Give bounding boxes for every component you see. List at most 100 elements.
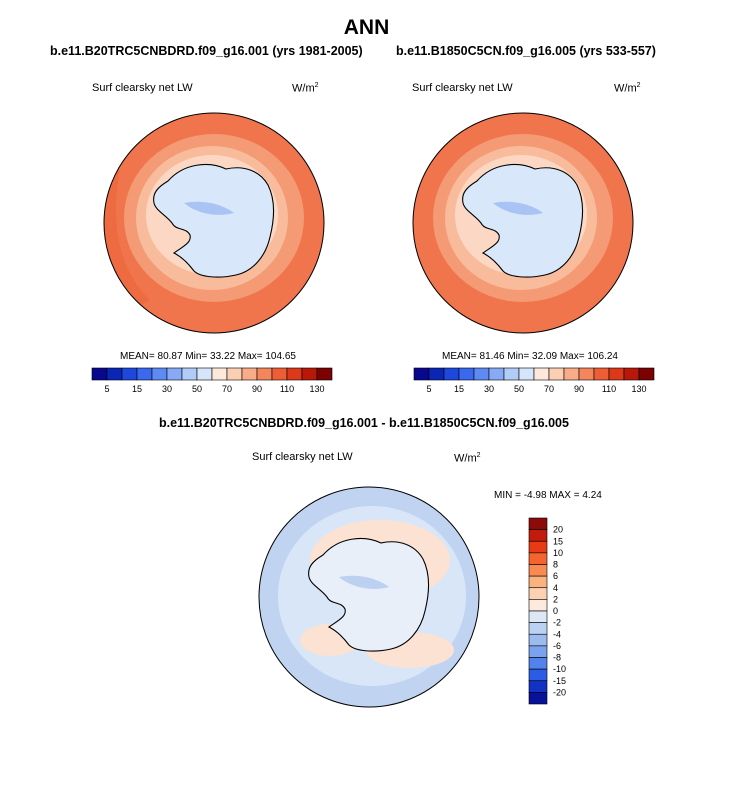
colorbar-panel-2-tick-label: 50 — [514, 384, 524, 394]
colorbar-panel-2-tick-label: 5 — [426, 384, 431, 394]
panel-2-variable: Surf clearsky net LW — [412, 82, 513, 94]
colorbar-diff-tick-label: 0 — [553, 606, 558, 616]
diff-stats: MIN = -4.98 MAX = 4.24 — [494, 490, 602, 501]
colorbar-panel-1-tick-label: 110 — [280, 384, 294, 394]
colorbar-panel-1-tick-label: 70 — [222, 384, 232, 394]
colorbar-panel-2-swatch — [518, 367, 535, 381]
panel-2-stats: MEAN= 81.46 Min= 32.09 Max= 106.24 — [442, 351, 618, 362]
map-panel-2-border — [412, 112, 634, 334]
colorbar-panel-2-swatch — [458, 367, 475, 381]
panel-2-case-title: b.e11.B1850C5CN.f09_g16.005 (yrs 533-557… — [396, 44, 656, 58]
colorbar-diff-tick-label: 10 — [553, 548, 563, 558]
colorbar-panel-1-swatch — [121, 367, 138, 381]
colorbar-diff-swatch — [528, 680, 548, 693]
colorbar-diff-swatch — [528, 575, 548, 589]
colorbar-diff-swatch — [528, 529, 548, 542]
colorbar-panel-2-swatch — [443, 367, 460, 381]
colorbar-diff-tick-label: 4 — [553, 583, 558, 593]
colorbar-diff-swatch — [528, 517, 548, 530]
colorbar-panel-2-swatch — [488, 367, 505, 381]
map-panel-1 — [104, 113, 324, 333]
panel-1-units: W/m2 — [292, 82, 319, 95]
colorbar-panel-1-swatch — [136, 367, 153, 381]
colorbar-diff-swatch — [528, 668, 548, 682]
map-panel-1-border — [103, 112, 325, 334]
colorbar-panel-2-swatch — [608, 367, 625, 381]
colorbar-panel-1-swatch — [241, 367, 258, 381]
map-diff — [259, 487, 479, 707]
colorbar-panel-1-swatch — [196, 367, 213, 381]
colorbar-diff-swatch — [528, 645, 548, 658]
colorbar-panel-2-swatch — [533, 367, 550, 381]
colorbar-diff-tick-label: -6 — [553, 641, 561, 651]
colorbar-panel-1-swatch — [166, 367, 183, 381]
diff-units: W/m2 — [454, 452, 481, 465]
diff-variable: Surf clearsky net LW — [252, 451, 353, 463]
colorbar-diff-swatch — [528, 599, 548, 612]
colorbar-diff-tick-label: 6 — [553, 571, 558, 581]
colorbar-diff-tick-label: -8 — [553, 653, 561, 663]
colorbar-diff-swatch — [528, 610, 548, 623]
colorbar-panel-1: 5 15 30 50 70 90 110 130 — [91, 367, 333, 394]
colorbar-panel-1-swatch — [301, 367, 318, 381]
colorbar-diff-tick-label: 8 — [553, 560, 558, 570]
colorbar-panel-2-swatch — [503, 367, 520, 381]
colorbar-diff-swatch — [528, 692, 548, 705]
colorbar-panel-2-tick-label: 15 — [454, 384, 464, 394]
colorbar-panel-1-swatch — [151, 367, 168, 381]
colorbar-panel-1-tick-label: 15 — [132, 384, 142, 394]
panel-1-case-title: b.e11.B20TRC5CNBDRD.f09_g16.001 (yrs 198… — [50, 44, 363, 58]
colorbar-panel-2-tick-label: 110 — [602, 384, 616, 394]
colorbar-panel-2-swatch — [578, 367, 595, 381]
colorbar-panel-2-swatch — [563, 367, 580, 381]
colorbar-panel-1-swatch — [271, 367, 288, 381]
colorbar-diff-swatch — [528, 564, 548, 577]
colorbar-panel-1-tick-label: 50 — [192, 384, 202, 394]
map-panel-2 — [413, 113, 633, 333]
colorbar-panel-1-swatch — [91, 367, 108, 381]
colorbar-panel-2-tick-label: 30 — [484, 384, 494, 394]
colorbar-panel-1-swatch — [316, 367, 333, 381]
colorbar-panel-2-swatch — [473, 367, 490, 381]
panel-1-stats: MEAN= 80.87 Min= 33.22 Max= 104.65 — [120, 351, 296, 362]
colorbar-diff-tick-label: -2 — [553, 618, 561, 628]
panel-2-units: W/m2 — [614, 82, 641, 95]
colorbar-diff-tick-label: -10 — [553, 664, 566, 674]
colorbar-panel-1-tick-label: 5 — [104, 384, 109, 394]
colorbar-panel-1-swatch — [226, 367, 243, 381]
colorbar-panel-1-swatch — [286, 367, 303, 381]
colorbar-panel-2-swatch — [638, 367, 655, 381]
colorbar-panel-1-tick-label: 90 — [252, 384, 262, 394]
colorbar-panel-1-tick-label: 130 — [309, 384, 324, 394]
colorbar-panel-2-swatch — [428, 367, 445, 381]
colorbar-panel-1-swatch — [181, 367, 198, 381]
colorbar-panel-2-tick-label: 90 — [574, 384, 584, 394]
colorbar-diff-swatch — [528, 622, 548, 635]
colorbar-panel-2-tick-label: 70 — [544, 384, 554, 394]
colorbar-diff-swatch — [528, 657, 548, 670]
colorbar-panel-2-swatch — [593, 367, 610, 381]
colorbar-panel-2-swatch — [623, 367, 640, 381]
colorbar-diff-tick-label: 20 — [553, 525, 563, 535]
colorbar-panel-1-swatch — [211, 367, 228, 381]
colorbar-panel-1-swatch — [106, 367, 123, 381]
diff-case-title: b.e11.B20TRC5CNBDRD.f09_g16.001 - b.e11.… — [159, 416, 569, 430]
colorbar-diff-tick-label: -15 — [553, 676, 566, 686]
colorbar-diff-tick-label: -20 — [553, 687, 566, 697]
colorbar-diff-swatch — [528, 587, 548, 600]
colorbar-panel-2: 5 15 30 50 70 90 110 130 — [413, 367, 655, 394]
map-diff-border — [258, 486, 480, 708]
colorbar-diff-tick-label: 2 — [553, 594, 558, 604]
colorbar-diff-tick-label: -4 — [553, 629, 561, 639]
colorbar-panel-1-tick-label: 30 — [162, 384, 172, 394]
colorbar-diff-swatch — [528, 633, 548, 647]
colorbar-diff-swatch — [528, 540, 548, 554]
page-title: ANN — [343, 16, 390, 39]
colorbar-panel-2-swatch — [413, 367, 430, 381]
colorbar-diff-tick-label: 15 — [553, 536, 563, 546]
panel-1-variable: Surf clearsky net LW — [92, 82, 193, 94]
colorbar-panel-2-tick-label: 130 — [631, 384, 646, 394]
colorbar-panel-2-swatch — [548, 367, 565, 381]
